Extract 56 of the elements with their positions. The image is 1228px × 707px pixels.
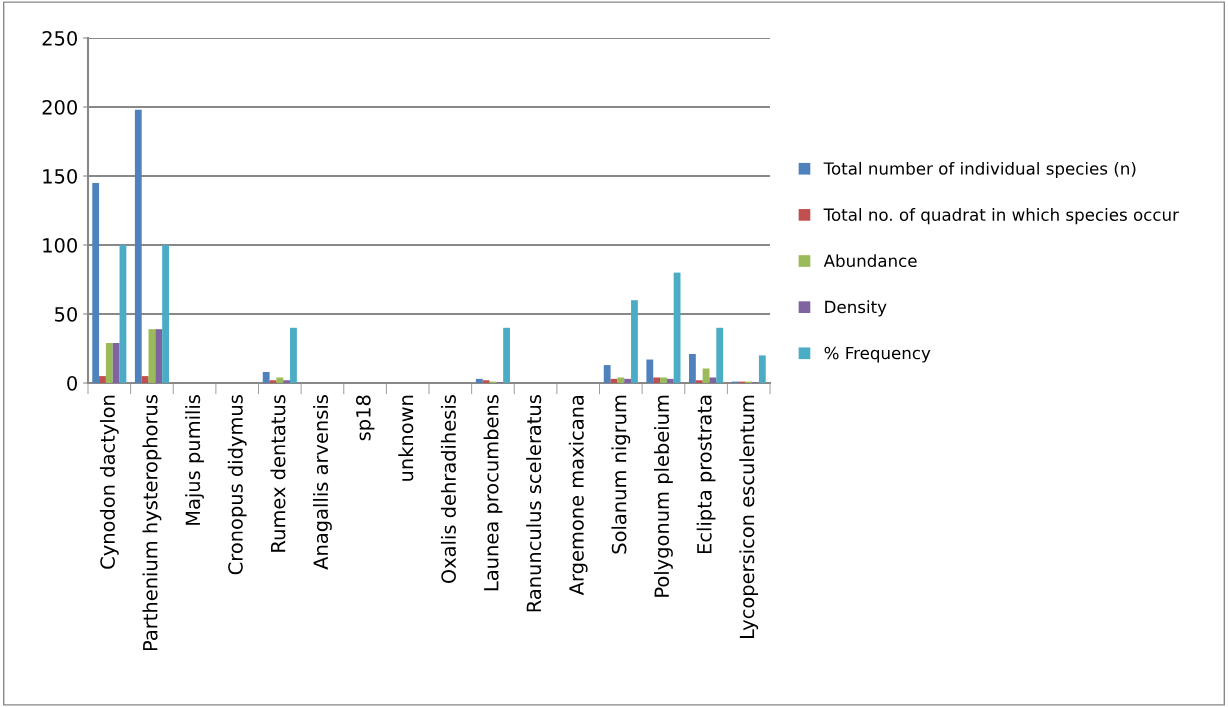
bar — [262, 371, 270, 383]
y-tick-label: 50 — [55, 306, 77, 322]
y-tick-label: 250 — [42, 30, 77, 46]
legend-label: Abundance — [823, 254, 917, 268]
bar — [617, 377, 625, 383]
bar — [631, 300, 638, 383]
bar — [92, 182, 100, 383]
bar — [276, 377, 284, 383]
bar — [716, 327, 724, 383]
bar — [709, 377, 717, 383]
bar — [603, 365, 611, 383]
x-tick-label: Oxalis dehradihesis — [440, 395, 456, 584]
x-tick-label: Lycopersicon esculentum — [739, 395, 759, 638]
bar — [475, 378, 483, 383]
legend-label: Total no. of quadrat in which species occur — [823, 208, 1179, 225]
bar — [758, 355, 766, 383]
bar — [105, 342, 113, 383]
x-tick-label: Cynodon dactylon — [99, 395, 119, 569]
bar — [660, 377, 667, 383]
x-tick-label: Anagallis arvensis — [313, 395, 332, 570]
bar — [646, 359, 654, 383]
x-tick-label: Eclipta prostrata — [696, 395, 716, 554]
bar — [283, 380, 291, 383]
x-tick-label: Polygonum plebeium — [654, 395, 673, 597]
x-tick-label: Parthenium hysterophorus — [142, 395, 162, 651]
bar — [689, 354, 696, 383]
x-tick-label: Solanum nigrum — [611, 395, 631, 554]
bar — [695, 380, 703, 383]
x-tick-label: Rumex dentatus — [270, 395, 286, 552]
bar — [666, 378, 674, 383]
bar — [155, 329, 163, 383]
y-tick-label: 100 — [43, 237, 77, 253]
y-tick-label: 0 — [67, 375, 77, 391]
x-tick-label: Launea procumbens — [483, 395, 503, 591]
bar — [162, 245, 169, 383]
x-tick-label: Cronopus didymus — [227, 395, 247, 575]
x-tick-label: Ranunculus sceleratus — [526, 395, 542, 612]
x-tick-label: Argemone maxicana — [568, 395, 588, 596]
x-tick-label: unknown — [398, 395, 414, 481]
bar — [99, 376, 106, 383]
legend-label: Total number of individual species (n) — [823, 161, 1136, 179]
y-tick-label: 200 — [42, 99, 77, 115]
x-tick-label: Majus pumilis — [185, 395, 204, 525]
bar — [503, 327, 510, 383]
bar — [290, 327, 297, 383]
bar — [653, 377, 661, 383]
bar — [624, 378, 632, 383]
bar — [134, 109, 142, 383]
bar — [112, 342, 120, 383]
bar — [269, 380, 277, 383]
legend-label: Density — [825, 300, 887, 317]
x-tick-label: sp18 — [356, 395, 375, 441]
legend-label: % Frequency — [824, 346, 931, 363]
bar — [482, 380, 490, 383]
y-tick-label: 150 — [43, 168, 77, 184]
bar — [141, 376, 149, 383]
